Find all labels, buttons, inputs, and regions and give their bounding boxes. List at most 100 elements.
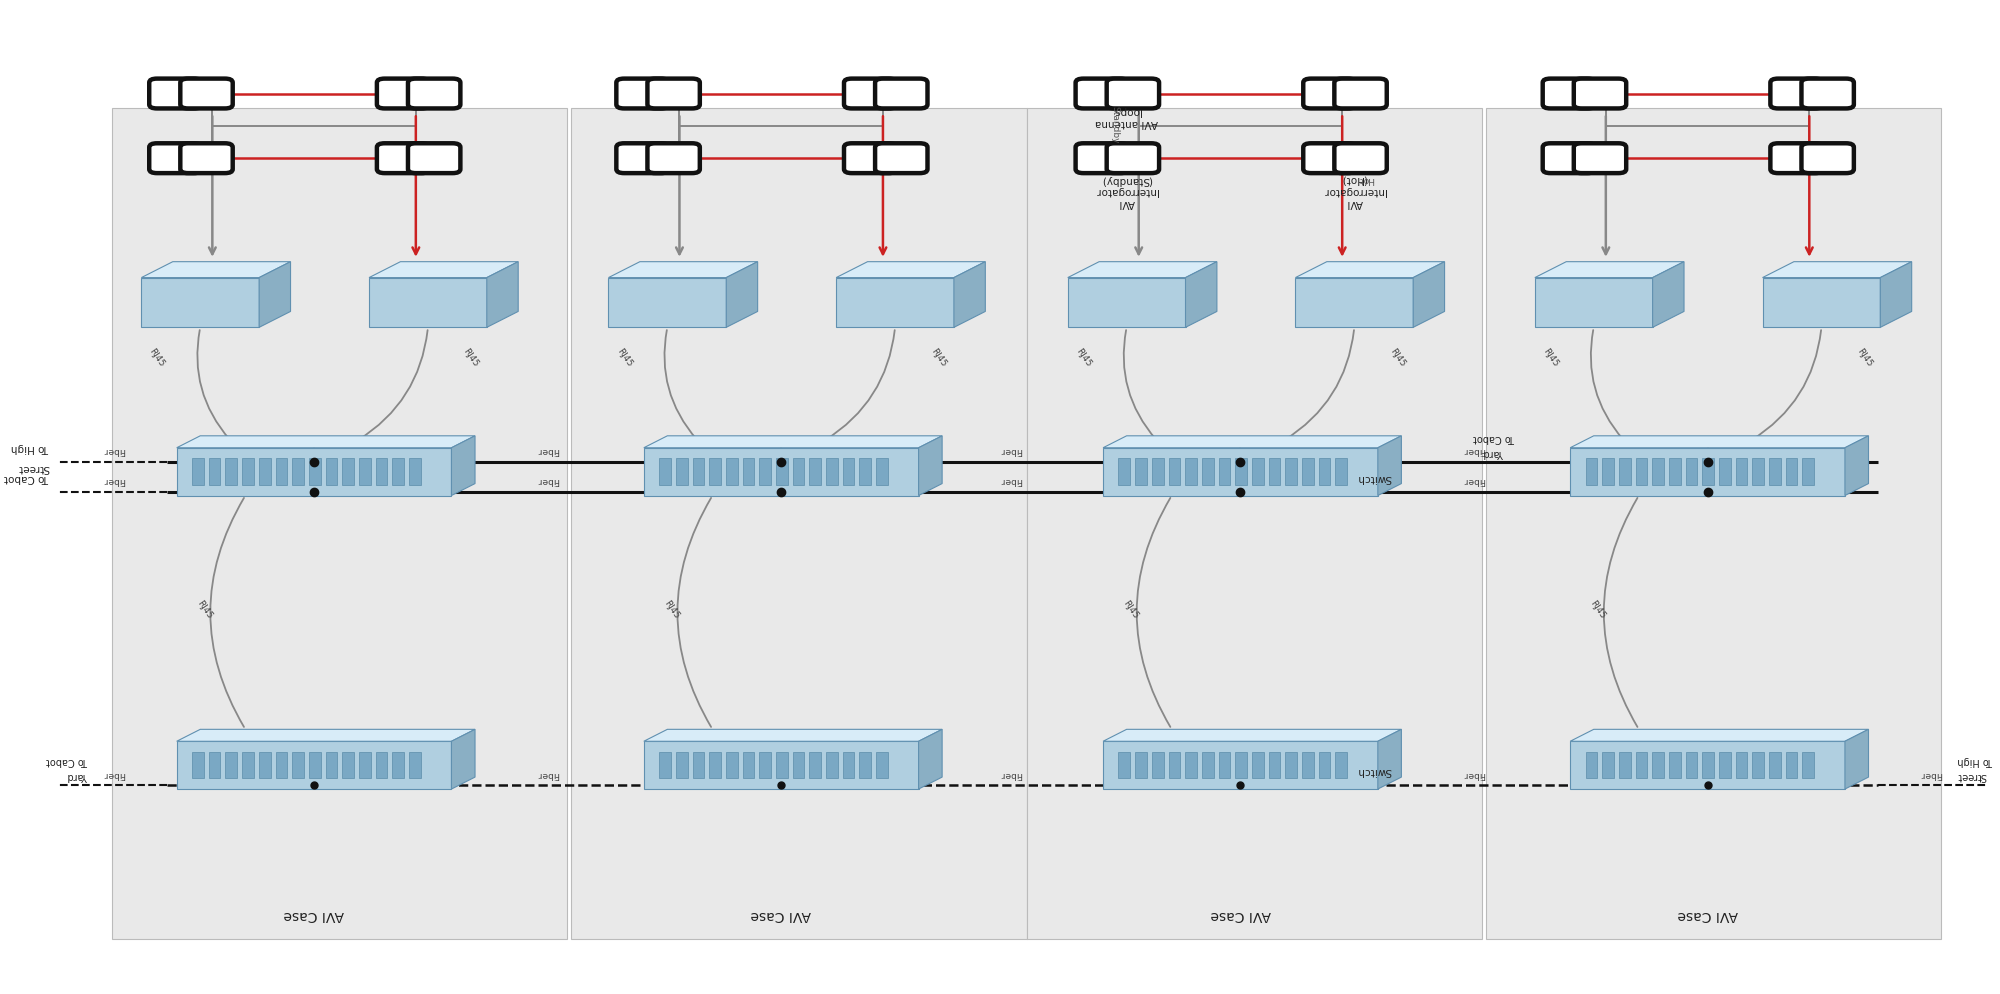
FancyBboxPatch shape bbox=[1770, 144, 1822, 174]
Polygon shape bbox=[644, 448, 918, 496]
Polygon shape bbox=[1702, 752, 1714, 778]
Polygon shape bbox=[1118, 752, 1130, 778]
Polygon shape bbox=[644, 436, 942, 448]
Polygon shape bbox=[1252, 752, 1264, 778]
Polygon shape bbox=[1586, 752, 1598, 778]
FancyBboxPatch shape bbox=[180, 144, 232, 174]
Polygon shape bbox=[792, 459, 804, 485]
Polygon shape bbox=[742, 752, 754, 778]
Polygon shape bbox=[1702, 459, 1714, 485]
Polygon shape bbox=[1668, 459, 1680, 485]
Polygon shape bbox=[660, 459, 670, 485]
Polygon shape bbox=[792, 752, 804, 778]
Polygon shape bbox=[776, 459, 788, 485]
Polygon shape bbox=[1668, 752, 1680, 778]
Text: RJ45: RJ45 bbox=[194, 598, 214, 619]
Polygon shape bbox=[836, 278, 954, 328]
FancyBboxPatch shape bbox=[648, 80, 700, 109]
Text: AVI
Interrogator
(Hot): AVI Interrogator (Hot) bbox=[1322, 175, 1386, 208]
Text: Street: Street bbox=[1956, 770, 1986, 780]
Polygon shape bbox=[1118, 459, 1130, 485]
Polygon shape bbox=[918, 730, 942, 789]
Polygon shape bbox=[1720, 752, 1730, 778]
Text: To Cabot: To Cabot bbox=[1472, 432, 1514, 442]
Polygon shape bbox=[810, 459, 822, 485]
Text: RJ45: RJ45 bbox=[1588, 598, 1608, 619]
FancyBboxPatch shape bbox=[1334, 80, 1386, 109]
Polygon shape bbox=[1202, 459, 1214, 485]
Polygon shape bbox=[1186, 752, 1196, 778]
Polygon shape bbox=[726, 752, 738, 778]
Polygon shape bbox=[1302, 752, 1314, 778]
Polygon shape bbox=[860, 459, 872, 485]
Polygon shape bbox=[760, 752, 770, 778]
Text: To Cabot: To Cabot bbox=[4, 472, 50, 482]
Text: Fiber: Fiber bbox=[1000, 475, 1022, 485]
Polygon shape bbox=[1618, 752, 1630, 778]
Polygon shape bbox=[358, 459, 370, 485]
FancyBboxPatch shape bbox=[180, 80, 232, 109]
Text: Fiber: Fiber bbox=[1000, 445, 1022, 455]
FancyBboxPatch shape bbox=[408, 80, 460, 109]
Polygon shape bbox=[1236, 459, 1246, 485]
Polygon shape bbox=[1268, 459, 1280, 485]
Polygon shape bbox=[1636, 752, 1648, 778]
Text: RJ45: RJ45 bbox=[1856, 347, 1874, 369]
Polygon shape bbox=[1786, 752, 1798, 778]
FancyBboxPatch shape bbox=[150, 80, 202, 109]
Text: Switch: Switch bbox=[1356, 472, 1390, 482]
Polygon shape bbox=[692, 459, 704, 485]
FancyBboxPatch shape bbox=[1106, 80, 1160, 109]
FancyBboxPatch shape bbox=[408, 144, 460, 174]
Polygon shape bbox=[1736, 459, 1748, 485]
Polygon shape bbox=[242, 752, 254, 778]
Text: RJ45: RJ45 bbox=[1074, 347, 1092, 369]
Polygon shape bbox=[1296, 262, 1444, 278]
Text: Fiber: Fiber bbox=[1462, 445, 1486, 455]
Polygon shape bbox=[660, 752, 670, 778]
Polygon shape bbox=[1752, 752, 1764, 778]
Text: Fiber: Fiber bbox=[102, 475, 126, 485]
Text: AVI antenna
loops: AVI antenna loops bbox=[1096, 106, 1158, 127]
Polygon shape bbox=[1236, 752, 1246, 778]
Text: To High: To High bbox=[1956, 755, 1992, 765]
Polygon shape bbox=[408, 459, 420, 485]
Polygon shape bbox=[1136, 459, 1146, 485]
Polygon shape bbox=[1602, 752, 1614, 778]
Polygon shape bbox=[1736, 752, 1748, 778]
FancyBboxPatch shape bbox=[1304, 80, 1356, 109]
Polygon shape bbox=[1786, 459, 1798, 485]
Polygon shape bbox=[1104, 436, 1402, 448]
Text: To High: To High bbox=[12, 442, 50, 452]
Polygon shape bbox=[776, 752, 788, 778]
Polygon shape bbox=[710, 459, 720, 485]
Polygon shape bbox=[208, 752, 220, 778]
Polygon shape bbox=[1068, 278, 1186, 328]
Text: Fiber: Fiber bbox=[102, 768, 126, 778]
FancyBboxPatch shape bbox=[1802, 80, 1854, 109]
Polygon shape bbox=[1586, 459, 1598, 485]
Polygon shape bbox=[1378, 730, 1402, 789]
Polygon shape bbox=[308, 752, 320, 778]
Text: Switch: Switch bbox=[1356, 765, 1390, 775]
FancyBboxPatch shape bbox=[648, 144, 700, 174]
Text: RJ45: RJ45 bbox=[462, 347, 480, 369]
Text: RJ45: RJ45 bbox=[614, 347, 634, 369]
Polygon shape bbox=[408, 752, 420, 778]
FancyBboxPatch shape bbox=[844, 144, 896, 174]
Text: RJ45: RJ45 bbox=[148, 347, 166, 369]
FancyBboxPatch shape bbox=[376, 80, 430, 109]
Polygon shape bbox=[1152, 752, 1164, 778]
Polygon shape bbox=[292, 752, 304, 778]
Text: Fiber: Fiber bbox=[1920, 768, 1942, 778]
FancyBboxPatch shape bbox=[876, 144, 928, 174]
Polygon shape bbox=[370, 262, 518, 278]
Text: Fiber: Fiber bbox=[1462, 475, 1486, 485]
Polygon shape bbox=[608, 278, 726, 328]
Polygon shape bbox=[1286, 752, 1296, 778]
Polygon shape bbox=[842, 459, 854, 485]
Polygon shape bbox=[876, 459, 888, 485]
Polygon shape bbox=[208, 459, 220, 485]
FancyBboxPatch shape bbox=[1770, 80, 1822, 109]
Polygon shape bbox=[260, 262, 290, 328]
